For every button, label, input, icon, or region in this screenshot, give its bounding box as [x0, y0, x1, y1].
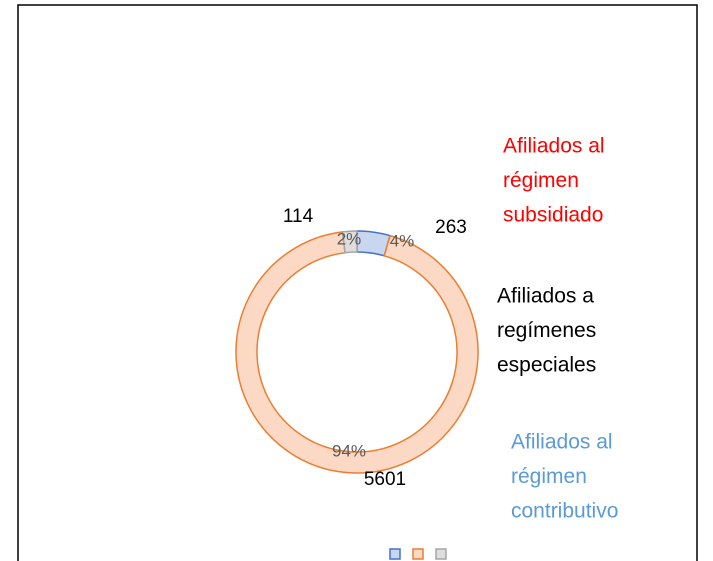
annotation: Afiliados al — [503, 135, 605, 158]
percent-label: 94% — [332, 441, 366, 460]
donut-segment — [341, 230, 358, 254]
annotation: régimen — [511, 465, 587, 488]
annotation: Afiliados al — [511, 431, 613, 454]
donut-segment — [235, 231, 479, 474]
annotation: especiales — [497, 354, 596, 377]
annotation: régimen — [503, 169, 579, 192]
annotation: contributivo — [511, 500, 618, 523]
legend-swatch — [389, 548, 401, 560]
annotation: regímenes — [497, 319, 596, 342]
annotation: subsidiado — [503, 204, 603, 227]
annotation: Afiliados a — [497, 285, 594, 308]
value-label: 263 — [435, 217, 467, 238]
frame — [17, 4, 698, 561]
legend-swatch — [435, 548, 447, 560]
percent-label: 2% — [337, 229, 362, 248]
value-label: 114 — [283, 206, 314, 227]
legend-swatch — [412, 548, 424, 560]
value-label: 5601 — [364, 469, 406, 490]
percent-label: 4% — [390, 231, 415, 250]
